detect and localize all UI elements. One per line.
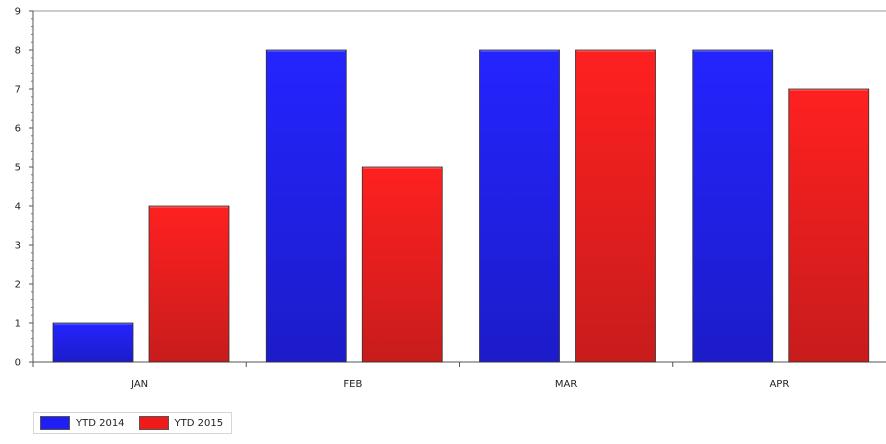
x-tick-label: MAR [555,379,577,390]
legend-swatch-series-1 [40,416,70,430]
bar-ytd-2015-apr [788,88,870,363]
x-tick-label: APR [769,379,789,390]
y-tick-label: 6 [15,124,21,135]
bar-ytd-2014-feb [265,49,347,363]
legend-label-series-2: YTD 2015 [174,417,224,429]
y-tick-label: 8 [15,46,21,57]
y-tick-label: 4 [15,202,21,213]
bars [52,49,870,363]
bar-ytd-2014-apr [692,49,774,363]
y-tick-label: 9 [15,7,21,18]
legend-swatch-series-2 [138,416,169,430]
y-tick-label: 1 [15,319,21,330]
x-tick-label: FEB [343,379,362,390]
y-tick-label: 3 [15,241,21,252]
legend: YTD 2014 YTD 2015 [33,412,233,434]
y-tick-label: 2 [15,280,21,291]
y-tick-label: 7 [15,85,21,96]
x-tick-label: JAN [130,379,148,390]
legend-item-series-2: YTD 2015 [138,416,224,430]
legend-item-series-1: YTD 2014 [40,416,125,430]
bar-ytd-2015-mar [575,49,656,363]
bar-ytd-2015-jan [148,205,230,363]
bar-ytd-2014-mar [479,49,560,363]
bar-ytd-2015-feb [361,166,443,363]
axis-labels: 0 1 2 3 4 5 6 7 8 9 JAN FEB MAR APR [15,7,790,391]
legend-label-series-1: YTD 2014 [76,417,125,429]
y-tick-label: 5 [15,163,21,174]
y-tick-label: 0 [15,358,21,369]
bar-ytd-2014-jan [52,322,134,363]
